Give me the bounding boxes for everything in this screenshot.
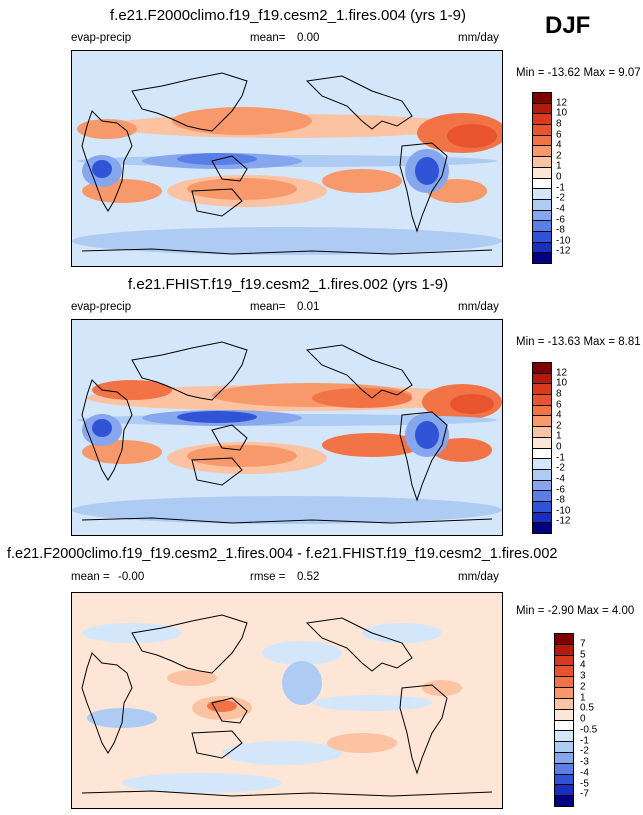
- panel-1-tick: 12: [556, 97, 568, 109]
- panel-1-tick: -8: [556, 224, 565, 236]
- panel-1-tick: -12: [556, 245, 571, 257]
- panel-3-tick: 7: [580, 638, 586, 650]
- panel-3-tick: -0.5: [580, 724, 598, 736]
- panel-1-mean-value: 0.00: [297, 32, 320, 44]
- panel-3-tick: -3: [580, 756, 589, 768]
- panel-2-tick: -8: [556, 494, 565, 506]
- panel-1-tick: 2: [556, 150, 562, 162]
- panel-2-title: f.e21.FHIST.f19_f19.cesm2_1.fires.002 (y…: [128, 276, 449, 293]
- panel-1-tick: 10: [556, 107, 568, 119]
- panel-3-title: f.e21.F2000climo.f19_f19.cesm2_1.fires.0…: [7, 546, 558, 562]
- panel-2-units: mm/day: [458, 301, 499, 313]
- panel-2-colorbar-ticks: 12 10 8 6 4 2 1 0 -1 -2 -4 -6 -8 -10 -12: [556, 362, 596, 532]
- panel-1-units: mm/day: [458, 32, 499, 44]
- panel-3-tick: -1: [580, 735, 589, 746]
- panel-1-tick: 4: [556, 139, 562, 151]
- panel-3-rmse-value: 0.52: [297, 571, 320, 583]
- panel-2-colorbar: [532, 362, 552, 534]
- panel-2-tick: -10: [556, 505, 571, 517]
- panel-1-variable: evap-precip: [71, 32, 132, 44]
- panel-3-tick: -4: [580, 767, 589, 779]
- panel-1-tick: 6: [556, 129, 562, 140]
- panel-2-variable: evap-precip: [71, 301, 132, 313]
- panel-3-rmse-label: rmse =: [250, 571, 286, 583]
- panel-2-minmax: Min = -13.63 Max = 8.81: [516, 336, 641, 348]
- panel-2-mean-value: 0.01: [297, 301, 320, 313]
- panel-3-colorbar-ticks: 7 5 4 3 2 1 0.5 0 -0.5 -1 -2 -3 -4 -5 -7: [580, 633, 620, 805]
- panel-3-tick: 4: [580, 659, 586, 671]
- panel-1-tick: -2: [556, 192, 565, 204]
- panel-2-tick: -12: [556, 515, 571, 527]
- panel-3-units: mm/day: [458, 571, 499, 583]
- panel-3-tick: 5: [580, 649, 586, 660]
- panel-2-tick: -6: [556, 484, 565, 495]
- panel-1-tick: 1: [556, 160, 562, 172]
- panel-3-mean-label: mean =: [71, 571, 110, 583]
- panel-1-map-svg: [72, 51, 502, 266]
- panel-3-tick: -5: [580, 778, 589, 789]
- panel-3-tick: 2: [580, 681, 586, 693]
- panel-1-tick: -4: [556, 203, 565, 215]
- panel-3-tick: 1: [580, 692, 586, 703]
- panel-1-tick: 0: [556, 171, 562, 183]
- panel-2-tick: 4: [556, 409, 562, 421]
- panel-2-tick: 6: [556, 399, 562, 410]
- panel-3-minmax: Min = -2.90 Max = 4.00: [516, 605, 635, 617]
- panel-3-tick: 3: [580, 670, 586, 682]
- panel-3-mean-value: -0.00: [118, 571, 145, 583]
- panel-2-map-svg: [72, 320, 502, 535]
- panel-3-map: [71, 592, 503, 809]
- panel-2-tick: 12: [556, 367, 568, 379]
- panel-3-tick: -2: [580, 745, 589, 757]
- panel-2-tick: 0: [556, 441, 562, 453]
- panel-3-colorbar: [554, 633, 574, 807]
- panel-1-tick: 8: [556, 118, 562, 130]
- panel-2-tick: 8: [556, 388, 562, 400]
- panel-2-map: [71, 319, 503, 536]
- panel-2-tick: -4: [556, 473, 565, 485]
- panel-2-tick: -1: [556, 452, 565, 464]
- panel-3-tick: 0: [580, 713, 586, 725]
- panel-2-mean-label: mean=: [250, 301, 286, 313]
- panel-1-title: f.e21.F2000climo.f19_f19.cesm2_1.fires.0…: [110, 7, 467, 24]
- panel-1-tick: -10: [556, 235, 571, 247]
- season-label: DJF: [545, 12, 591, 39]
- panel-2-tick: -2: [556, 462, 565, 474]
- panel-3-tick: 0.5: [580, 702, 594, 714]
- panel-1-colorbar-ticks: 12 10 8 6 4 2 1 0 -1 -2 -4 -6 -8 -10 -12: [556, 92, 596, 262]
- panel-2-tick: 10: [556, 377, 568, 389]
- panel-2-tick: 1: [556, 430, 562, 442]
- panel-1-colorbar: [532, 92, 552, 264]
- panel-1-mean-label: mean=: [250, 32, 286, 44]
- panel-3-map-svg: [72, 593, 502, 808]
- panel-1-tick: -6: [556, 214, 565, 225]
- panel-1-tick: -1: [556, 182, 565, 194]
- panel-3-tick: -7: [580, 788, 589, 800]
- panel-1-minmax: Min = -13.62 Max = 9.07: [516, 67, 641, 79]
- panel-1-map: [71, 50, 503, 267]
- panel-2-tick: 2: [556, 420, 562, 432]
